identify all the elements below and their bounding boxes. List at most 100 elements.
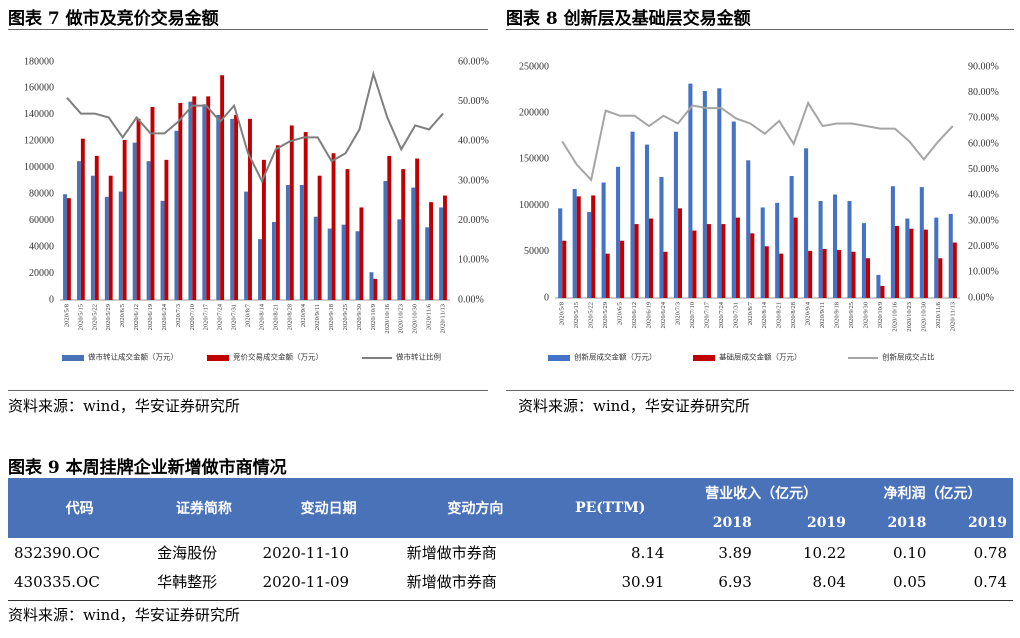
rule [506, 29, 1014, 30]
y2-tick-label: 40.00% [968, 190, 999, 201]
bar [663, 251, 668, 298]
y-tick-label: 180000 [24, 56, 54, 67]
table-cell: 8.14 [631, 543, 665, 562]
bar [644, 144, 650, 298]
bar [905, 218, 910, 298]
x-tick-label: 2020/10/16 [891, 301, 898, 331]
x-tick-label: 2020/8/21 [776, 302, 783, 328]
x-tick-label: 2020/9/4 [300, 303, 307, 327]
x-tick-label: 2020/11/6 [935, 301, 942, 328]
bar [397, 219, 402, 300]
x-tick-label: 2020/8/14 [761, 301, 768, 328]
bar [649, 218, 654, 298]
bar [80, 138, 85, 300]
y-tick-label: 0 [544, 292, 549, 303]
x-tick-label: 2020/6/24 [161, 303, 168, 330]
bar [271, 221, 276, 300]
x-tick-label: 2020/9/25 [848, 302, 855, 328]
x-tick-label: 2020/9/4 [805, 301, 812, 325]
bar [202, 104, 207, 300]
y2-tick-label: 10.00% [458, 255, 489, 266]
x-tick-label: 2020/11/6 [426, 303, 433, 330]
x-tick-label: 2020/11/13 [440, 304, 447, 333]
table-cell: 华韩整形 [157, 573, 218, 591]
x-tick-label: 2020/5/29 [602, 302, 609, 328]
bar [808, 250, 813, 298]
x-tick-label: 2020/10/16 [384, 303, 391, 333]
table-title: 图表 9 本周挂牌企业新增做市商情况 [8, 458, 287, 478]
y2-tick-label: 0.00% [458, 294, 484, 305]
x-tick-label: 2020/7/31 [732, 302, 739, 328]
bar [837, 249, 842, 298]
bar [345, 169, 350, 300]
y2-tick-label: 10.00% [968, 267, 999, 278]
bar [634, 224, 639, 298]
table: 代码 证券简称 变动日期 变动方向 PE(TTM) 营业收入（亿元） 净利润（亿元） 2018… [8, 478, 1013, 596]
bar [313, 216, 318, 300]
x-tick-label: 2020/9/30 [862, 302, 869, 328]
y2-tick-label: 20.00% [968, 241, 999, 252]
x-tick-label: 2020/9/11 [314, 304, 321, 330]
y2-tick-label: 60.00% [458, 56, 489, 67]
y-tick-label: 100000 [24, 162, 54, 173]
chart: 0 50000 100000 150000 200000 250000 0.00% 10.00… [519, 61, 999, 361]
legend-swatch [548, 355, 570, 361]
bar [411, 187, 416, 300]
table-cell: 新增做市券商 [406, 544, 497, 562]
bar [258, 239, 262, 300]
bar [230, 118, 235, 300]
group-header: 营业收入（亿元） [670, 478, 852, 508]
bar [818, 200, 823, 298]
chart: 0 20000 40000 60000 80000 100000 120000 140000 1… [24, 56, 489, 362]
legend-swatch [693, 355, 715, 361]
bar [369, 272, 374, 300]
bar [890, 186, 895, 298]
figure-title: 图表 7 做市及竞价交易金额 [8, 9, 219, 29]
bar [90, 175, 95, 300]
bar [118, 191, 123, 300]
x-tick-label: 2020/6/12 [631, 302, 638, 328]
x-tick-label: 2020/10/30 [412, 304, 419, 334]
y-tick-label: 250000 [519, 61, 549, 72]
x-tick-label: 2020/7/31 [231, 304, 238, 330]
x-tick-label: 2020/8/14 [258, 303, 265, 330]
table-cell: 30.91 [621, 572, 665, 591]
bar [876, 274, 881, 298]
y-tick-label: 0 [49, 294, 54, 305]
x-tick-label: 2020/5/8 [559, 302, 566, 325]
bar [63, 194, 67, 300]
legend-swatch [207, 355, 229, 361]
table-cell: 430335.OC [14, 572, 100, 591]
y-tick-label: 40000 [29, 241, 54, 252]
x-tick-label: 2020/9/18 [328, 304, 335, 330]
source: 资料来源：wind，华安证券研究所 [518, 397, 750, 415]
bar [692, 230, 697, 298]
y-tick-label: 50000 [524, 246, 549, 257]
table-row: 430335.OC 华韩整形 2020-11-09 新增做市券商 30.91 6.93 8.… [8, 567, 1013, 596]
bar [861, 223, 866, 298]
legend-label: 做市转让成交金额（万元） [88, 352, 178, 362]
year-header: 2018 [670, 508, 758, 538]
x-tick-label: 2020/5/29 [105, 304, 112, 330]
bar [285, 184, 290, 300]
bar [355, 231, 360, 300]
bar [443, 195, 447, 300]
bar [66, 198, 71, 300]
bar [938, 258, 943, 298]
bar [934, 217, 939, 298]
y-tick-label: 100000 [519, 200, 549, 211]
bar [576, 196, 581, 298]
x-tick-label: 2020/5/15 [573, 302, 580, 328]
bar [851, 251, 856, 298]
x-tick-label: 2020/10/9 [877, 302, 884, 328]
y-tick-label: 150000 [519, 154, 549, 165]
line-series [561, 100, 954, 183]
bar [136, 118, 141, 300]
bar [847, 200, 852, 298]
bar [383, 181, 388, 300]
bar [793, 217, 798, 298]
table-cell: 0.10 [893, 543, 927, 562]
bar [948, 213, 953, 298]
bar [317, 175, 322, 300]
header-row: 2018 2019 2018 2019 [8, 508, 1013, 538]
